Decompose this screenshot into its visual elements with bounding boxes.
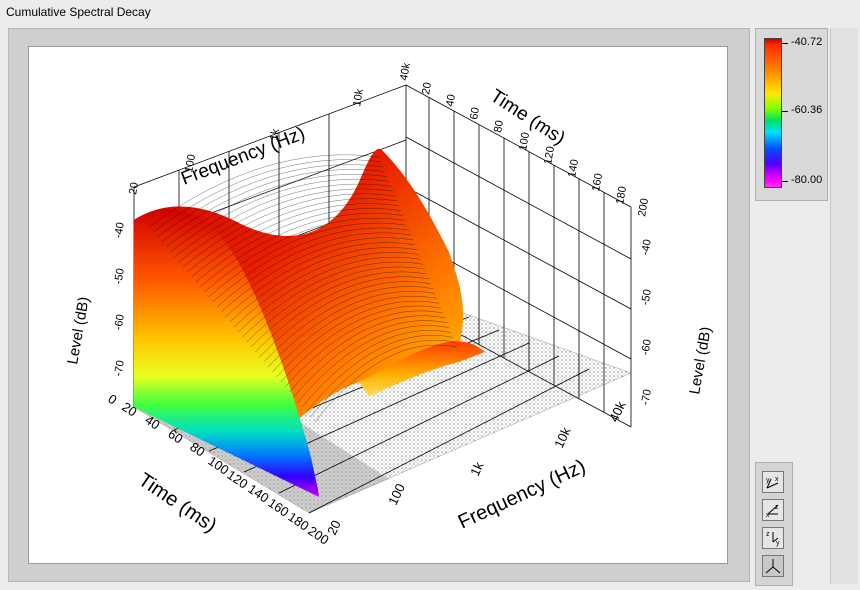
- freq-top-tick-100: 100: [183, 153, 198, 173]
- time-top-tick-120: 120: [542, 145, 557, 165]
- yz-projection-button[interactable]: z y: [762, 527, 784, 549]
- scale-tick-top: [782, 43, 788, 44]
- window-title: Cumulative Spectral Decay: [6, 5, 151, 19]
- time-top-tick-80: 80: [492, 119, 506, 133]
- waterfall-plot-area[interactable]: Frequency (Hz) Time (ms) Level (dB) Leve…: [28, 46, 728, 564]
- freq-top-tick-1k: 1k: [268, 128, 282, 142]
- xy-projection-button[interactable]: y x: [762, 471, 784, 493]
- level-right-tick-40: -40: [639, 238, 654, 256]
- freq-bottom-tick-1k: 1k: [467, 459, 487, 478]
- svg-text:y: y: [776, 540, 780, 547]
- level-right-title: Level (dB): [686, 325, 715, 395]
- scale-label-mid: -60.36: [791, 104, 823, 116]
- time-top-tick-100: 100: [517, 131, 532, 151]
- time-bottom-tick-60: 60: [165, 426, 185, 447]
- time-bottom-tick-20: 20: [119, 399, 139, 420]
- level-right-tick-60: -60: [639, 338, 654, 356]
- level-left-tick-70: -70: [112, 359, 127, 377]
- scale-tick-mid: [782, 111, 788, 112]
- freq-bottom-tick-100: 100: [385, 481, 408, 507]
- time-top-tick-140: 140: [566, 158, 581, 178]
- time-bottom-tick-80: 80: [187, 439, 207, 460]
- 3d-view-button[interactable]: [762, 555, 784, 577]
- freq-bottom-tick-10k: 10k: [551, 424, 574, 450]
- time-bottom-tick-0: 0: [105, 391, 119, 407]
- vertical-scrollbar[interactable]: [830, 28, 858, 584]
- level-left-tick-40: -40: [112, 221, 127, 239]
- freq-bottom-tick-20: 20: [324, 518, 344, 537]
- freq-bottom-tick-40k: 40k: [606, 398, 629, 424]
- xz-projection-icon: z x: [766, 504, 779, 519]
- svg-text:x: x: [766, 512, 770, 519]
- yz-projection-icon: z y: [766, 531, 780, 547]
- level-left-tick-50: -50: [112, 267, 127, 285]
- 3d-view-icon: [765, 559, 781, 574]
- level-right-tick-50: -50: [639, 288, 654, 306]
- level-right-tick-70: -70: [639, 388, 654, 406]
- scale-label-bottom[interactable]: -80.00: [791, 174, 823, 186]
- level-left-tick-60: -60: [112, 313, 127, 331]
- time-bottom-tick-40: 40: [142, 412, 162, 433]
- waterfall-plot[interactable]: Frequency (Hz) Time (ms) Level (dB) Leve…: [29, 47, 728, 564]
- freq-top-tick-10k: 10k: [351, 87, 366, 107]
- level-left-title: Level (dB): [64, 295, 93, 365]
- color-scale-bar[interactable]: [764, 38, 782, 188]
- surface-slice-lines: [148, 154, 458, 423]
- scale-label-top[interactable]: -40.72: [791, 36, 823, 48]
- time-top-tick-20: 20: [420, 81, 434, 95]
- freq-top-tick-20: 20: [127, 181, 141, 195]
- time-top-tick-200: 200: [636, 197, 651, 217]
- time-bottom-tick-180: 180: [285, 509, 311, 534]
- time-top-tick-60: 60: [468, 106, 482, 120]
- svg-text:z: z: [766, 531, 770, 538]
- time-top-tick-40: 40: [444, 93, 458, 107]
- svg-text:z: z: [775, 504, 779, 511]
- time-top-tick-180: 180: [614, 185, 629, 205]
- projection-toolbar: y x z x z y: [755, 462, 793, 586]
- svg-text:y: y: [766, 477, 770, 484]
- time-bottom-title: Time (ms): [134, 469, 220, 537]
- time-top-tick-160: 160: [590, 172, 605, 192]
- xy-projection-icon: y x: [766, 476, 779, 489]
- svg-text:x: x: [775, 476, 779, 483]
- xz-projection-button[interactable]: z x: [762, 499, 784, 521]
- scale-tick-bottom: [782, 181, 788, 182]
- freq-top-tick-40k: 40k: [398, 61, 413, 81]
